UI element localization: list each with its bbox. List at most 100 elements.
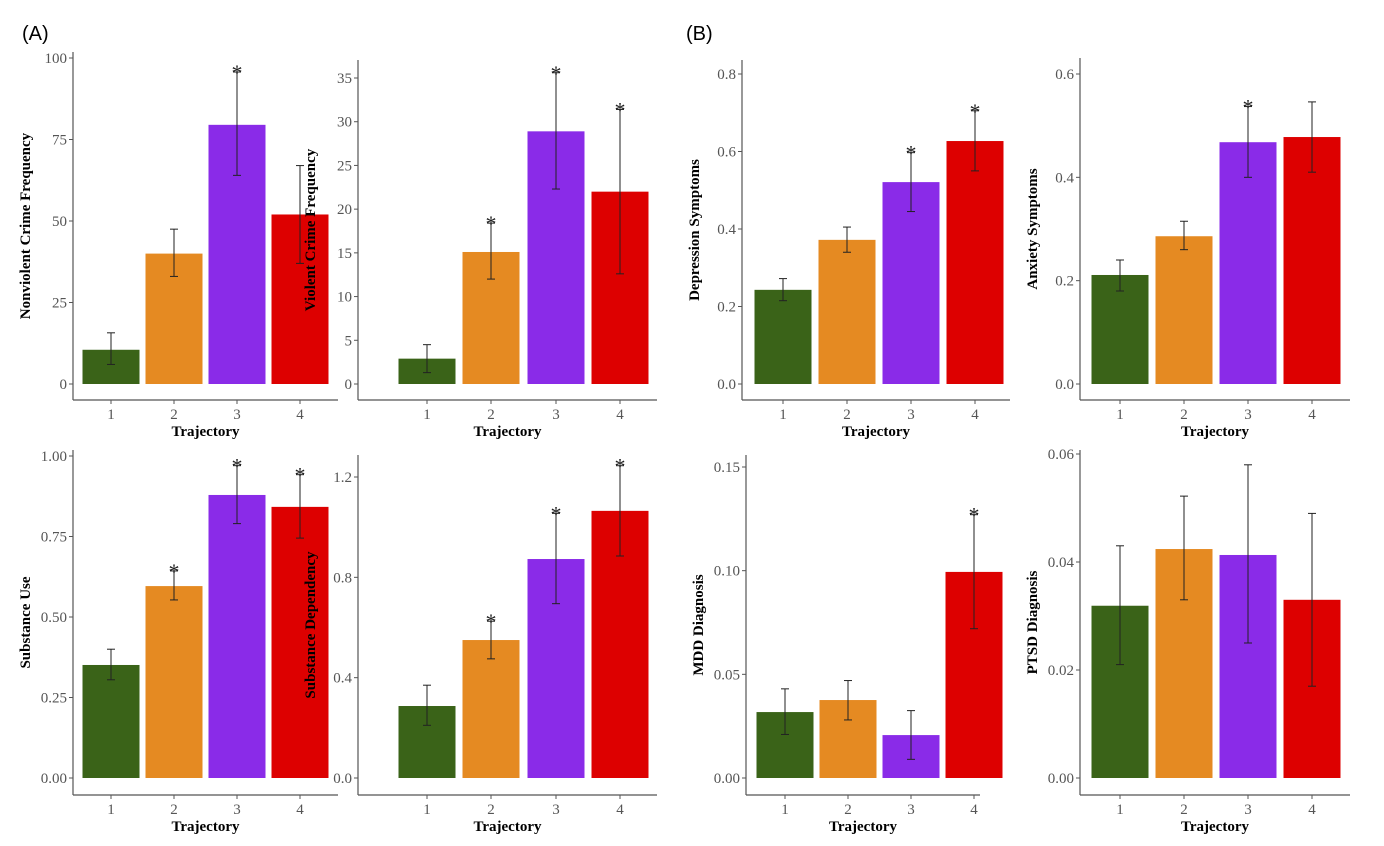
y-tick-label: 75 bbox=[52, 133, 67, 149]
x-tick-label: 1 bbox=[1116, 407, 1124, 423]
y-tick-label: 0.0 bbox=[1055, 377, 1074, 393]
significance-star: * bbox=[551, 61, 562, 86]
y-tick-label: 30 bbox=[337, 115, 352, 131]
significance-star: * bbox=[1243, 95, 1254, 120]
significance-star: * bbox=[232, 454, 243, 479]
bar-trajectory-4 bbox=[1283, 137, 1341, 384]
x-tick-label: 4 bbox=[616, 802, 624, 818]
chart-panel-7: 0.00 0.05 0.10 0.15 1 2 3 * 4 Trajectory MDD Diagn… bbox=[691, 455, 1003, 835]
bar-trajectory-3 bbox=[1219, 142, 1277, 384]
bar-trajectory-3 bbox=[208, 494, 266, 778]
y-axis-title: PTSD Diagnosis bbox=[1025, 570, 1041, 674]
y-tick-label: 0.8 bbox=[333, 570, 352, 586]
x-tick-label: 1 bbox=[779, 407, 787, 423]
x-axis-title: Trajectory bbox=[171, 819, 240, 835]
chart-panel-5: 0.00 0.25 0.50 0.75 1.00 1 * 2 * 3 * 4 Trajectory Sub… bbox=[18, 449, 338, 835]
y-axis-title: Violent Crime Frequency bbox=[303, 148, 319, 311]
y-tick-label: 0.25 bbox=[41, 691, 67, 707]
y-tick-label: 50 bbox=[52, 214, 67, 230]
bar-trajectory-2 bbox=[818, 239, 876, 384]
x-tick-label: 3 bbox=[552, 802, 560, 818]
y-axis-title: Substance Use bbox=[18, 576, 34, 668]
bar-trajectory-2 bbox=[145, 586, 203, 778]
significance-star: * bbox=[970, 99, 981, 124]
x-tick-label: 3 bbox=[907, 407, 915, 423]
x-tick-label: 4 bbox=[971, 407, 979, 423]
y-tick-label: 25 bbox=[52, 296, 67, 312]
x-tick-label: 2 bbox=[170, 407, 178, 423]
y-tick-label: 0 bbox=[345, 377, 353, 393]
x-axis-title: Trajectory bbox=[829, 819, 898, 835]
chart-panel-1: 0 25 50 75 100 1 2 * 3 4 Trajectory Nonviolent Crim… bbox=[18, 51, 338, 440]
bar-trajectory-1 bbox=[82, 664, 140, 778]
y-tick-label: 15 bbox=[337, 246, 352, 262]
y-tick-label: 0.00 bbox=[1048, 771, 1074, 787]
bar-trajectory-1 bbox=[1091, 274, 1149, 384]
y-tick-label: 1.00 bbox=[41, 449, 67, 465]
y-tick-label: 0.10 bbox=[714, 564, 740, 580]
x-tick-label: 1 bbox=[423, 802, 431, 818]
bar-trajectory-2 bbox=[1155, 236, 1213, 384]
x-tick-label: 3 bbox=[1244, 802, 1252, 818]
y-tick-label: 0.4 bbox=[717, 222, 736, 238]
x-axis-title: Trajectory bbox=[842, 424, 911, 440]
x-tick-label: 4 bbox=[1308, 407, 1316, 423]
x-axis-title: Trajectory bbox=[473, 819, 542, 835]
significance-star: * bbox=[615, 454, 626, 479]
y-axis-title: Substance Dependency bbox=[303, 551, 319, 699]
y-tick-label: 0.6 bbox=[717, 145, 736, 161]
y-tick-label: 0.50 bbox=[41, 610, 67, 626]
x-tick-label: 4 bbox=[1308, 802, 1316, 818]
bar-trajectory-2 bbox=[462, 640, 520, 778]
x-tick-label: 1 bbox=[107, 407, 115, 423]
significance-star: * bbox=[295, 463, 306, 488]
y-axis-title: Nonviolent Crime Frequency bbox=[18, 132, 34, 319]
significance-star: * bbox=[486, 609, 497, 634]
bar-trajectory-4 bbox=[946, 141, 1004, 384]
x-tick-label: 2 bbox=[487, 802, 495, 818]
significance-star: * bbox=[486, 211, 497, 236]
significance-star: * bbox=[615, 97, 626, 122]
x-tick-label: 2 bbox=[487, 407, 495, 423]
y-tick-label: 0.04 bbox=[1048, 555, 1075, 571]
y-tick-label: 0.8 bbox=[717, 67, 736, 83]
y-tick-label: 10 bbox=[337, 290, 352, 306]
y-tick-label: 1.2 bbox=[333, 470, 352, 486]
x-axis-title: Trajectory bbox=[171, 424, 240, 440]
x-tick-label: 3 bbox=[233, 802, 241, 818]
x-tick-label: 4 bbox=[296, 407, 304, 423]
y-tick-label: 0.00 bbox=[714, 771, 740, 787]
y-tick-label: 0.02 bbox=[1048, 663, 1074, 679]
y-axis-title: Anxiety Symptoms bbox=[1025, 168, 1041, 289]
y-tick-label: 0.4 bbox=[1055, 170, 1074, 186]
x-tick-label: 1 bbox=[107, 802, 115, 818]
x-axis-title: Trajectory bbox=[1181, 424, 1250, 440]
significance-star: * bbox=[906, 141, 917, 166]
y-tick-label: 0.00 bbox=[41, 771, 67, 787]
y-tick-label: 0 bbox=[60, 377, 68, 393]
y-tick-label: 0.4 bbox=[333, 671, 352, 687]
bar-trajectory-1 bbox=[754, 289, 812, 384]
y-tick-label: 0.6 bbox=[1055, 67, 1074, 83]
y-axis-title: Depression Symptoms bbox=[687, 159, 703, 301]
y-tick-label: 100 bbox=[45, 51, 68, 67]
x-tick-label: 1 bbox=[781, 802, 789, 818]
significance-star: * bbox=[232, 60, 243, 85]
x-tick-label: 3 bbox=[907, 802, 915, 818]
x-tick-label: 2 bbox=[170, 802, 178, 818]
y-tick-label: 0.0 bbox=[717, 377, 736, 393]
significance-star: * bbox=[969, 503, 980, 528]
y-tick-label: 25 bbox=[337, 158, 352, 174]
x-tick-label: 2 bbox=[843, 407, 851, 423]
y-tick-label: 0.75 bbox=[41, 530, 67, 546]
significance-star: * bbox=[551, 501, 562, 526]
x-tick-label: 1 bbox=[1116, 802, 1124, 818]
y-tick-label: 0.05 bbox=[714, 667, 740, 683]
x-tick-label: 2 bbox=[1180, 407, 1188, 423]
chart-panel-3: 0.0 0.2 0.4 0.6 0.8 1 2 * 3 * 4 Trajectory Depressio… bbox=[687, 60, 1010, 440]
chart-panel-2: 0 5 10 15 20 25 30 35 1 * 2 * 3 * 4 Trajectory Violent C… bbox=[303, 60, 657, 440]
x-axis-title: Trajectory bbox=[473, 424, 542, 440]
chart-panel-8: 0.00 0.02 0.04 0.06 1 2 3 4 Trajectory PTSD Diagn… bbox=[1025, 447, 1350, 835]
y-tick-label: 5 bbox=[345, 333, 353, 349]
x-tick-label: 1 bbox=[423, 407, 431, 423]
